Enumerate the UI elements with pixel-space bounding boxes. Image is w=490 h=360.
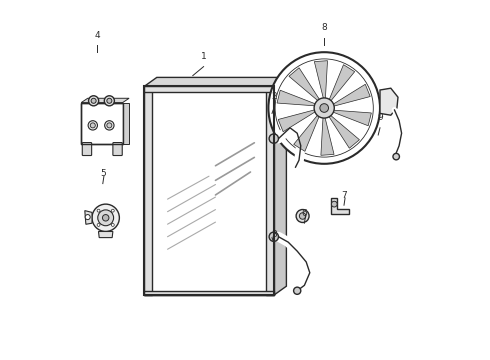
Circle shape bbox=[269, 52, 380, 164]
Polygon shape bbox=[122, 103, 129, 144]
Circle shape bbox=[91, 98, 96, 103]
Bar bbox=[144, 86, 152, 295]
Polygon shape bbox=[85, 211, 92, 224]
Polygon shape bbox=[331, 198, 349, 214]
Bar bbox=[266, 86, 274, 295]
FancyBboxPatch shape bbox=[82, 143, 92, 156]
Circle shape bbox=[331, 201, 337, 207]
Circle shape bbox=[269, 232, 278, 242]
Polygon shape bbox=[328, 114, 360, 148]
Polygon shape bbox=[380, 88, 398, 115]
Circle shape bbox=[111, 224, 114, 226]
FancyBboxPatch shape bbox=[113, 143, 122, 156]
Text: 7: 7 bbox=[341, 191, 347, 200]
Circle shape bbox=[296, 210, 309, 222]
Circle shape bbox=[275, 59, 373, 157]
Bar bbox=[81, 103, 122, 144]
Polygon shape bbox=[274, 77, 286, 295]
Bar bbox=[144, 86, 274, 295]
Polygon shape bbox=[144, 77, 286, 86]
Circle shape bbox=[107, 123, 112, 128]
Polygon shape bbox=[81, 98, 129, 103]
Polygon shape bbox=[321, 116, 334, 155]
Polygon shape bbox=[278, 109, 317, 132]
Bar bbox=[144, 291, 274, 295]
Bar bbox=[81, 103, 122, 144]
Circle shape bbox=[320, 104, 328, 112]
Circle shape bbox=[299, 213, 306, 219]
Polygon shape bbox=[294, 114, 320, 151]
Circle shape bbox=[393, 153, 399, 160]
Bar bbox=[144, 86, 274, 92]
Polygon shape bbox=[277, 90, 317, 106]
Circle shape bbox=[89, 96, 98, 106]
Circle shape bbox=[105, 121, 114, 130]
Circle shape bbox=[88, 121, 98, 130]
Circle shape bbox=[97, 224, 100, 226]
Polygon shape bbox=[332, 84, 370, 107]
Circle shape bbox=[85, 215, 90, 220]
Circle shape bbox=[269, 134, 278, 143]
Circle shape bbox=[97, 209, 100, 212]
Text: 3: 3 bbox=[271, 230, 277, 239]
Circle shape bbox=[294, 287, 301, 294]
Bar bbox=[144, 86, 274, 295]
Circle shape bbox=[314, 98, 334, 118]
Text: 6: 6 bbox=[301, 209, 307, 218]
Polygon shape bbox=[331, 110, 371, 126]
Text: 1: 1 bbox=[201, 52, 206, 61]
Circle shape bbox=[98, 210, 114, 226]
Text: 9: 9 bbox=[377, 113, 383, 122]
Circle shape bbox=[104, 96, 114, 106]
Circle shape bbox=[102, 215, 109, 221]
Text: 8: 8 bbox=[321, 23, 327, 32]
Text: 5: 5 bbox=[100, 169, 106, 178]
Text: 2: 2 bbox=[272, 92, 277, 101]
Polygon shape bbox=[98, 231, 113, 238]
Polygon shape bbox=[289, 68, 320, 102]
Circle shape bbox=[111, 209, 114, 212]
Circle shape bbox=[92, 204, 120, 231]
Text: 4: 4 bbox=[95, 31, 100, 40]
Polygon shape bbox=[328, 65, 355, 102]
Polygon shape bbox=[315, 61, 327, 100]
Circle shape bbox=[107, 98, 112, 103]
Circle shape bbox=[90, 123, 96, 128]
